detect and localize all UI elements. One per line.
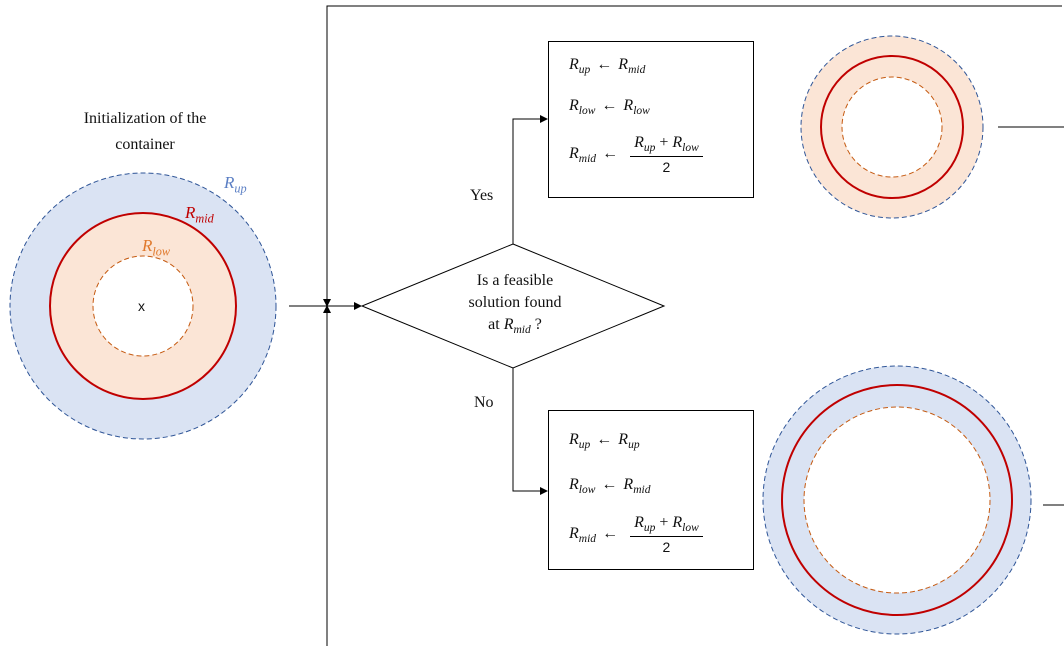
no-inner-circle	[803, 406, 991, 594]
init-title-line1: Initialization of the	[83, 110, 207, 127]
decision-line2: solution found	[468, 294, 562, 311]
yes-branch-label: Yes	[470, 187, 494, 204]
yes-outcome-diagram	[800, 35, 1064, 219]
loop-lines	[289, 5, 1062, 646]
yes-update-r-mid: Rmid ← Rup + Rlow 2	[569, 134, 703, 175]
yes-update-box: Rup ← Rmid Rlow ← Rlow Rmid ← Rup + Rlow 2	[548, 41, 754, 198]
initial-inner-circle	[92, 255, 194, 357]
container-center-mark: x	[138, 298, 145, 314]
yes-update-r-low: Rlow ← Rlow	[569, 97, 650, 118]
r-low-label: Rlow	[142, 236, 171, 259]
yes-inner-circle	[841, 76, 943, 178]
initialization-title: Initialization of the container	[50, 106, 240, 158]
no-outcome-diagram	[762, 365, 1064, 635]
no-branch-line	[512, 368, 548, 495]
no-update-r-mid: Rmid ← Rup + Rlow 2	[569, 514, 703, 555]
midpoint-fraction: Rup + Rlow 2	[630, 514, 703, 555]
r-up-label: Rup	[224, 173, 247, 196]
init-title-line2: container	[115, 136, 175, 153]
yes-update-r-up: Rup ← Rmid	[569, 56, 646, 77]
top-loop-line	[323, 5, 1062, 307]
decision-line3: at Rmid ?	[488, 316, 542, 337]
initial-container-diagram	[9, 172, 277, 440]
no-update-r-low: Rlow ← Rmid	[569, 476, 651, 497]
decision-question: Is a feasible solution found at Rmid ?	[410, 270, 620, 341]
yes-branch-line	[512, 115, 548, 244]
no-update-r-up: Rup ← Rup	[569, 431, 640, 452]
r-mid-label: Rmid	[185, 203, 214, 226]
no-update-box: Rup ← Rup Rlow ← Rmid Rmid ← Rup + Rlow 2	[548, 410, 754, 570]
decision-line1: Is a feasible	[476, 272, 554, 289]
midpoint-fraction: Rup + Rlow 2	[630, 134, 703, 175]
no-branch-label: No	[474, 394, 494, 411]
